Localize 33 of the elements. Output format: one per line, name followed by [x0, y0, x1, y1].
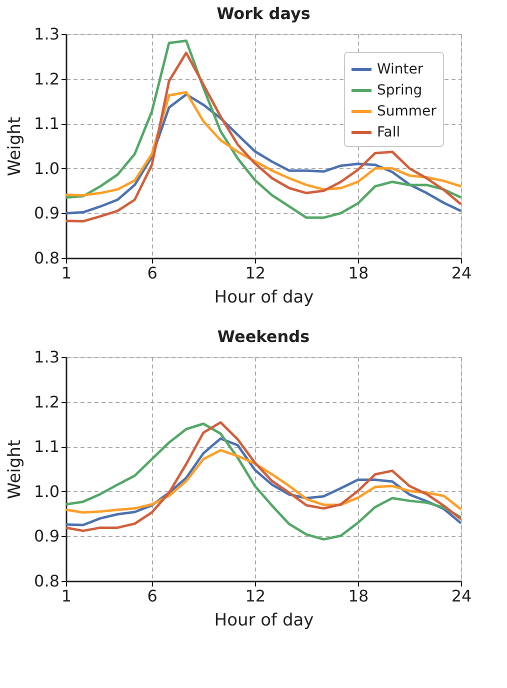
- x-tick-label: 6: [147, 264, 158, 282]
- chart-title: Work days: [216, 4, 310, 23]
- y-tick-label: 0.9: [34, 204, 60, 223]
- y-tick-label: 1.1: [34, 114, 60, 134]
- y-axis-title: Weight: [5, 440, 26, 500]
- legend-label: Winter: [377, 62, 424, 78]
- y-tick-label: 1.3: [34, 348, 60, 366]
- x-tick-label: 18: [348, 586, 369, 606]
- x-tick-label: 12: [245, 586, 266, 606]
- x-tick-label: 12: [245, 264, 266, 282]
- x-tick-label: 1: [61, 264, 72, 282]
- x-tick-label: 1: [61, 586, 72, 606]
- line-series: [66, 448, 461, 514]
- y-tick-label: 1.3: [34, 24, 60, 44]
- legend-label: Summer: [377, 104, 437, 120]
- y-axis-title: Weight: [5, 116, 26, 176]
- legend-label: Spring: [377, 82, 422, 98]
- y-tick-label: 1.0: [34, 158, 60, 178]
- y-tick-label: 0.9: [34, 526, 60, 546]
- chart-title: Weekends: [217, 327, 310, 346]
- x-tick-label: 18: [348, 264, 369, 282]
- y-tick-label: 1.0: [34, 482, 60, 501]
- y-tick-label: 0.8: [34, 572, 60, 590]
- x-axis-title: Hour of day: [214, 610, 314, 630]
- legend-label: Fall: [377, 124, 400, 140]
- x-tick-label: 24: [451, 264, 472, 282]
- y-tick-label: 1.2: [34, 392, 60, 412]
- x-axis-title: Hour of day: [214, 288, 314, 308]
- y-tick-label: 1.2: [34, 69, 60, 88]
- x-tick-label: 24: [451, 586, 472, 606]
- y-tick-label: 1.1: [34, 437, 60, 456]
- x-tick-label: 6: [147, 586, 158, 606]
- y-tick-label: 0.8: [34, 248, 60, 268]
